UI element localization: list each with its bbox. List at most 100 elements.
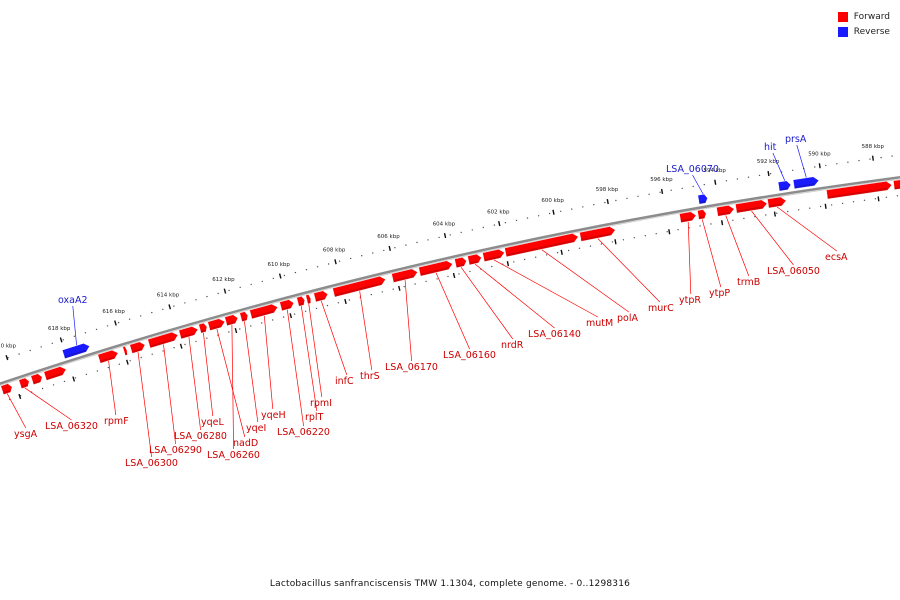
gene-lsa-06320: [43, 366, 67, 381]
track-dot: [294, 271, 297, 274]
kbp-tick: [168, 304, 172, 310]
track-dot: [327, 263, 330, 265]
track-dot: [107, 366, 110, 369]
track-dot: [95, 328, 98, 331]
gene-label-ytpp: ytpP: [709, 288, 730, 299]
track-dot: [338, 260, 341, 262]
gene-label-rpmf: rpmF: [104, 416, 129, 427]
track-dot: [394, 247, 396, 249]
track-dot: [644, 235, 646, 237]
gene-label-lsa-06300: LSA_06300: [125, 458, 178, 469]
kbp-tick-label: 612 kbp: [212, 277, 235, 283]
gene-label-trmb: trmB: [737, 277, 760, 288]
gene-label-yqei: yqeI: [246, 423, 266, 434]
genome-backbone-shadow: [0, 178, 900, 387]
track-dot: [128, 318, 131, 320]
track-dot: [659, 191, 661, 193]
gene-ytpp: [697, 209, 707, 220]
track-dot: [63, 380, 66, 383]
track-dot: [556, 252, 559, 254]
gene-nrdr: [454, 257, 467, 269]
gene-label-rplt: rplT: [305, 412, 324, 423]
track-dot: [491, 265, 493, 268]
kbp-tick-label: 602 kbp: [487, 209, 510, 215]
track-dot: [604, 201, 606, 204]
genome-backbone: [0, 176, 900, 385]
track-dot: [891, 155, 893, 157]
kbp-tick-inner: [126, 359, 129, 365]
gene-ytpr: [679, 211, 697, 223]
kbp-tick: [59, 337, 63, 343]
track-dot: [515, 219, 518, 222]
leader-lsa-06260: [231, 324, 234, 450]
track-dot: [370, 293, 372, 296]
track-dot: [535, 256, 537, 258]
leader-lsa-06320: [24, 387, 72, 421]
track-dot: [633, 237, 635, 239]
gene-label-lsa-06290: LSA_06290: [149, 445, 202, 456]
gene-label-lsa-06260: LSA_06260: [207, 450, 260, 461]
kbp-tick-label: 598 kbp: [596, 187, 619, 193]
track-dot: [184, 343, 186, 346]
track-dot: [261, 280, 263, 283]
legend-item-forward: Forward: [837, 9, 890, 24]
gene-ysga: [0, 383, 13, 395]
track-dot: [743, 217, 745, 220]
kbp-tick-label: 606 kbp: [377, 234, 400, 240]
gene-lsa-06170: [391, 268, 418, 283]
track-dot: [537, 215, 540, 217]
leader-thrs: [359, 291, 373, 371]
leader-lsa-06170: [404, 280, 412, 362]
track-dot: [880, 156, 882, 159]
leader-oxaa2: [72, 305, 77, 346]
track-dot: [414, 283, 416, 285]
leader-ytpp: [701, 219, 722, 288]
gene-lsa-06320: [18, 377, 30, 389]
track-dot: [228, 289, 230, 292]
gene-pola: [504, 233, 579, 258]
track-dot: [582, 206, 584, 208]
kbp-tick-inner: [560, 249, 563, 255]
track-dot: [819, 205, 822, 208]
kbp-tick-inner: [234, 328, 238, 334]
gene-labels: ysgA LSA_06320 rpmF LSA_06300 LSA_06290 LSA_0…: [14, 134, 848, 469]
gene-lsa-06050: [735, 199, 768, 214]
track-dot: [73, 335, 76, 337]
track-dot: [383, 249, 385, 252]
track-dot: [471, 229, 473, 231]
track-dot: [372, 252, 374, 254]
track-dot: [195, 299, 197, 301]
track-dot: [874, 198, 877, 200]
gene-rplt: [296, 296, 305, 307]
track-dot: [548, 212, 551, 215]
gene-label-lsa-06140: LSA_06140: [528, 329, 581, 340]
track-dot: [747, 176, 750, 178]
gene-yqel: [198, 322, 208, 334]
gene-label-lsa-06070: LSA_06070: [666, 164, 719, 175]
track-dot: [74, 377, 77, 379]
track-dot: [304, 310, 307, 312]
leader-lsa-06070: [692, 174, 704, 195]
track-dot: [504, 222, 507, 224]
track-dot: [648, 193, 650, 195]
gene-yqeh: [249, 303, 278, 320]
track-dot: [261, 322, 263, 324]
track-dot: [460, 231, 462, 234]
track-dot: [655, 233, 657, 235]
track-dot: [405, 244, 407, 246]
gene-label-ysga: ysgA: [14, 429, 38, 440]
track-dot: [392, 288, 394, 290]
track-dot: [666, 231, 668, 233]
leader-pola: [541, 249, 630, 313]
kbp-tick-inner: [452, 272, 456, 279]
track-dot: [316, 266, 319, 268]
track-dot: [699, 225, 701, 227]
kbp-tick: [606, 198, 609, 205]
track-dot: [758, 174, 761, 177]
track-dot: [469, 270, 471, 273]
track-dot: [438, 236, 440, 239]
track-dot: [458, 273, 460, 275]
track-dot: [692, 185, 694, 188]
track-dot: [326, 304, 329, 307]
gene-label-mutm: mutM: [586, 318, 613, 329]
